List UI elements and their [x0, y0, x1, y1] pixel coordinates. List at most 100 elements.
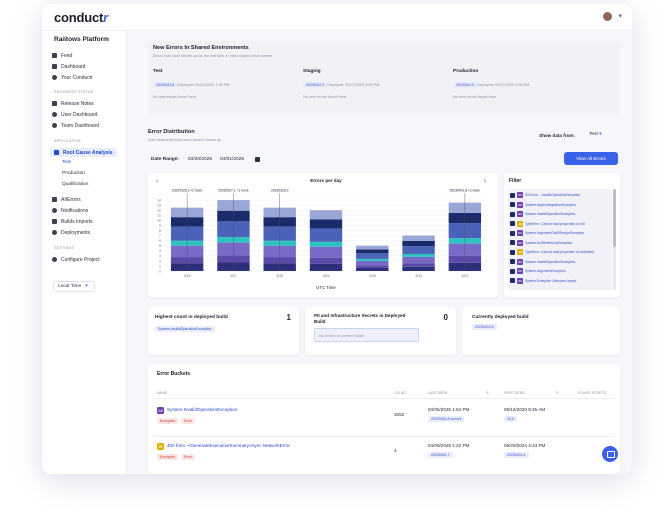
bucket-tag: Error	[181, 454, 195, 460]
bucket-tag: Exception	[157, 418, 179, 424]
chevron-right-icon[interactable]: ›	[484, 178, 487, 185]
deployed-time: Deployed: 03/27/2025 3:30 PM	[327, 83, 380, 87]
bar-segment	[402, 266, 435, 271]
y-tick-label: 2	[159, 259, 161, 263]
x-axis-label: UTC Time	[316, 285, 336, 290]
calendar-icon[interactable]	[255, 157, 260, 162]
first-seen-build[interactable]: 20230401.4	[504, 452, 529, 458]
app-window: conductr ▾ Raiitows Platform Feed Dashbo…	[42, 4, 632, 474]
checkbox[interactable]	[510, 249, 515, 255]
build-tag[interactable]: 20230411.3	[303, 82, 328, 88]
x-tick-label: 3/27	[230, 274, 237, 278]
date-from[interactable]: 03/26/2025	[188, 157, 213, 162]
language-badge: C#	[157, 407, 164, 414]
filter-item[interactable]: C# System.Exception Unknown Import	[510, 277, 610, 285]
top-bar: conductr ▾	[42, 4, 632, 31]
col-header-found-tickets[interactable]: FOUND TICKETS	[578, 391, 607, 395]
first-seen: 09/29/2024 4:43 PM	[504, 443, 546, 448]
bucket-name[interactable]: System.InvalidOperationException	[167, 407, 238, 412]
sidebar-item-deployments[interactable]: Deployments	[52, 228, 90, 237]
x-tick-label: 4/01	[461, 274, 468, 278]
last-seen: 04/05/2025 1:54 PM	[428, 407, 470, 412]
current-build-card: Currently deployed build 20230401.8	[462, 307, 620, 355]
chat-button[interactable]	[602, 446, 618, 462]
sub-item-production[interactable]: Production	[62, 171, 85, 176]
filter-scrollbar[interactable]	[613, 189, 616, 290]
checkbox[interactable]	[510, 240, 515, 245]
error-buckets-title: Error Buckets	[157, 371, 191, 377]
sort-icon[interactable]: ⇅	[486, 391, 489, 395]
checkbox[interactable]	[510, 202, 515, 207]
sidebar-item-team-dashboard[interactable]: Team Dashboard	[52, 121, 99, 130]
first-seen-build[interactable]: 10.0	[504, 416, 517, 422]
environment-select[interactable]: Test ▾	[589, 132, 602, 137]
sidebar-item-root-cause-analysis[interactable]: Root Cause Analysis	[50, 148, 117, 157]
sub-item-test[interactable]: Test	[62, 160, 71, 165]
analysis-icon	[54, 150, 59, 155]
sidebar-item-configure-project[interactable]: Configure Project	[52, 255, 100, 264]
chevron-left-icon[interactable]: ‹	[156, 178, 159, 185]
filter-item-label: TypeError: Cannot read properties of nul…	[525, 221, 585, 226]
checkbox[interactable]	[510, 259, 515, 264]
sidebar-item-your-conductr[interactable]: Your Conductr	[52, 73, 93, 82]
language-badge: C#	[517, 258, 523, 265]
date-to[interactable]: 04/01/2025	[220, 157, 245, 162]
filter-item[interactable]: C# System.NullReferenceException	[510, 239, 610, 247]
checkbox[interactable]	[510, 278, 515, 283]
bar-segment	[356, 258, 389, 261]
checkbox[interactable]	[510, 211, 515, 217]
filter-item[interactable]: C# System.InvalidOperationException	[510, 210, 610, 218]
last-seen-build[interactable]: 20230401.7	[428, 452, 453, 458]
new-errors-subtitle: Errors that have shown up for the first …	[153, 54, 273, 58]
sub-item-qualification[interactable]: Qualification	[62, 182, 89, 187]
build-tag[interactable]: 20230411.8	[153, 82, 178, 88]
y-tick-label: 9	[159, 224, 161, 228]
language-badge: JS	[157, 443, 164, 450]
checkbox[interactable]	[510, 268, 515, 274]
checkbox[interactable]	[510, 230, 515, 236]
logo[interactable]: conductr	[54, 10, 109, 25]
current-build-tag[interactable]: 20230401.8	[472, 324, 497, 330]
bar-segment	[402, 235, 435, 241]
user-icon	[52, 112, 57, 117]
filter-item[interactable]: C# System.InvalidOperationException	[510, 258, 610, 266]
col-header-first-seen[interactable]: FIRST SEEN	[504, 391, 525, 395]
errors-icon	[52, 197, 57, 202]
col-header-count[interactable]: COUNT	[394, 391, 407, 395]
deployed-time: Deployed: 04/01/2025 1:34 PM	[177, 83, 230, 87]
timezone-select[interactable]: Local Time ▾	[53, 281, 95, 292]
sidebar-item-feed[interactable]: Feed	[52, 51, 72, 60]
user-icon	[52, 75, 57, 80]
checkbox[interactable]	[510, 192, 515, 198]
sidebar-item-dashboard[interactable]: Dashboard	[52, 62, 85, 71]
filter-item[interactable]: C# 500 from ...InvalidOperationException	[510, 191, 610, 199]
col-header-last-seen[interactable]: LAST SEEN	[428, 391, 448, 395]
filter-item[interactable]: JS TypeError: Cannot read properties of u…	[510, 248, 610, 256]
error-buckets-card: Error Buckets NAME COUNT LAST SEEN ⇅ FIR…	[148, 364, 620, 474]
language-badge: C#	[517, 239, 523, 246]
sidebar-item-release-notes[interactable]: Release Notes	[52, 99, 94, 108]
chevron-down-icon[interactable]: ▾	[618, 13, 622, 20]
filter-item-label: System.NullReferenceException	[525, 240, 573, 245]
sidebar-item-builds-imports[interactable]: Builds Imports	[52, 217, 93, 226]
checkbox[interactable]	[510, 221, 515, 226]
avatar[interactable]	[603, 12, 612, 21]
org-name: Raiitows Platform	[54, 36, 109, 43]
view-all-errors-button[interactable]: View All Errors	[564, 152, 618, 165]
highest-count-tag[interactable]: System.InvalidOperationException	[155, 326, 215, 332]
y-tick-label: 1	[159, 264, 161, 268]
col-header-name[interactable]: NAME	[157, 391, 168, 395]
last-seen-build[interactable]: 20230401.8 current	[428, 416, 465, 422]
sidebar-item-all-errors[interactable]: AIIErrors	[52, 195, 81, 204]
bucket-name[interactable]: 400 from ~/GenerateExecutiveSummaryAsync…	[167, 443, 290, 448]
filter-item[interactable]: C# System.ArgumentException	[510, 267, 610, 275]
pii-card: PII and Infrastructure Secrets in Deploy…	[305, 307, 456, 355]
filter-item[interactable]: C# System.ArgumentOutOfRangeException	[510, 229, 610, 237]
sidebar-item-notifications[interactable]: Notifications	[52, 206, 88, 215]
bell-icon	[52, 208, 57, 213]
sidebar-item-user-dashboard[interactable]: User Dashboard	[52, 110, 97, 119]
filter-item[interactable]: JS TypeError: Cannot read properties of n…	[510, 220, 610, 228]
sort-icon[interactable]: ⇅	[556, 391, 559, 395]
filter-item[interactable]: C# System.AsyncIntegrationException	[510, 201, 610, 209]
build-tag[interactable]: 20230411.5	[453, 82, 478, 88]
